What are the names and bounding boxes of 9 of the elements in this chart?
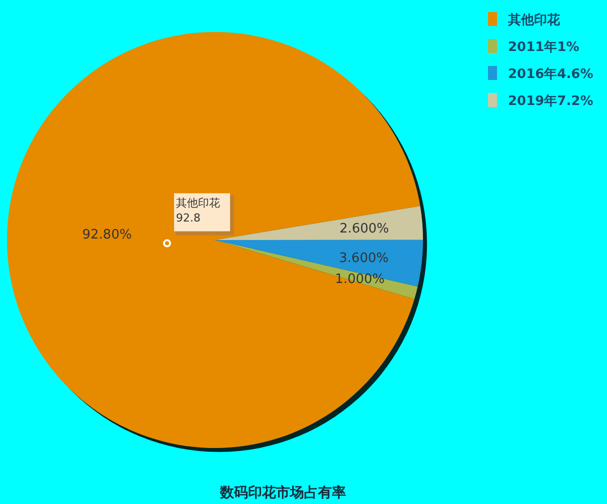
tooltip: 其他印花 92.8 [174,193,234,236]
text: 数码印花市场占有率 [219,484,346,501]
legend-label: 其他印花 [507,12,561,28]
data-label: 92.80% [82,227,132,242]
data-label: 3.600% [339,250,389,266]
data-label: 2.600% [339,222,390,237]
legend-label: 2019年7.2% [508,94,594,109]
legend-label: 2011年1% [508,40,580,55]
legend-label: 2016年4.6% [508,67,594,82]
